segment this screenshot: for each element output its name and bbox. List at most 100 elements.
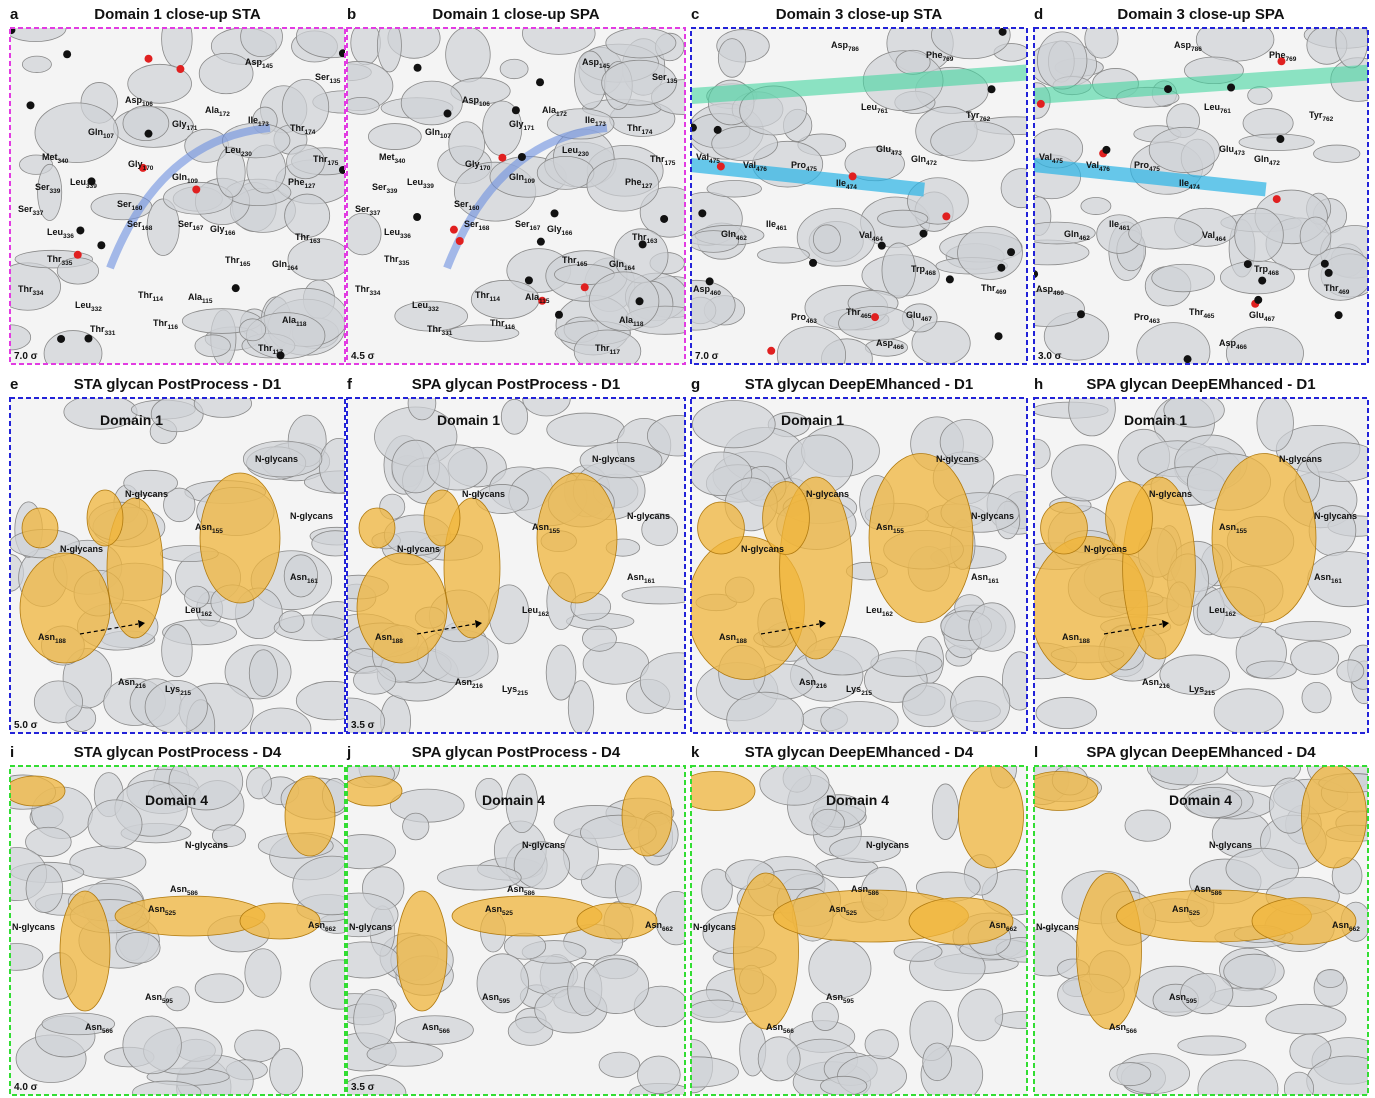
residue-number: 135 — [330, 78, 341, 85]
residue-name: Asp — [876, 338, 894, 348]
density-blob — [881, 242, 916, 299]
density-blob — [309, 959, 345, 1010]
density-blob — [448, 121, 486, 167]
residue-number: 216 — [1159, 683, 1170, 690]
density-blob — [144, 679, 208, 733]
panel-border — [346, 397, 686, 734]
residue-name: Thr — [427, 324, 442, 334]
atom — [635, 297, 644, 306]
residue-label: Gly170 — [465, 159, 491, 172]
residue-number: 474 — [846, 184, 857, 191]
residue-name: Ser — [117, 199, 132, 209]
residue-name: Thr — [138, 290, 153, 300]
residue-number: 461 — [1119, 225, 1130, 232]
residue-name: Asn — [971, 572, 988, 582]
density-blob — [811, 808, 845, 838]
residue-number: 106 — [142, 101, 153, 108]
residue-name: Leu — [47, 227, 63, 237]
density-blob — [545, 644, 577, 701]
residue-number: 337 — [33, 210, 44, 217]
density-blob — [1034, 221, 1096, 245]
density-blob — [127, 63, 192, 104]
residue-name: Gly — [547, 224, 562, 234]
arrow — [1103, 623, 1163, 635]
glycan-density — [358, 507, 396, 549]
density-blob — [122, 1015, 182, 1075]
residue-number: 463 — [1149, 318, 1160, 325]
atom — [997, 263, 1006, 272]
density-map — [691, 398, 1027, 733]
residue-number: 173 — [595, 121, 606, 128]
density-blob — [691, 999, 748, 1023]
atom — [1243, 260, 1252, 269]
arrow — [79, 623, 139, 635]
residue-number: 216 — [816, 683, 827, 690]
residue-number: 115 — [539, 298, 550, 305]
residue-number: 107 — [103, 133, 114, 140]
residue-label: Trp468 — [1254, 264, 1279, 277]
residue-name: Domain 4 — [826, 792, 889, 808]
glycan-density — [1301, 766, 1367, 869]
residue-label: Gln109 — [509, 172, 535, 185]
atom — [498, 153, 507, 162]
glycan-density — [621, 775, 673, 857]
residue-label: N-glycans — [522, 840, 565, 850]
residue-number: 475 — [1052, 158, 1063, 165]
density-blob — [25, 864, 64, 913]
density-blob — [1265, 1003, 1347, 1035]
panel: k STA glycan DeepEMhanced - D4 Domain 4 N-g… — [690, 744, 1028, 1096]
residue-name: Asp — [462, 95, 480, 105]
density-blob — [1036, 31, 1088, 90]
panel-title: SPA glycan DeepEMhanced - D1 — [1086, 376, 1315, 393]
residue-number: 475 — [1149, 166, 1160, 173]
residue-name: Asn — [1062, 632, 1079, 642]
atom — [338, 165, 345, 174]
residue-name: Ser — [315, 72, 330, 82]
residue-name: Asn — [1219, 522, 1236, 532]
residue-label: Leu339 — [70, 177, 97, 190]
sigma-label: 3.5 σ — [351, 720, 375, 731]
residue-label: Asn566 — [1109, 1022, 1137, 1035]
residue-label: Asn161 — [627, 572, 655, 585]
density-blob — [621, 586, 685, 605]
residue-name: N-glycans — [592, 454, 635, 464]
residue-label: Asp145 — [582, 57, 610, 70]
atom — [994, 332, 1003, 341]
panel-title: Domain 1 close-up SPA — [432, 6, 599, 23]
density-blob — [605, 28, 677, 59]
residue-label: Asn216 — [799, 677, 827, 690]
residue-label: Lys215 — [165, 684, 191, 697]
atom — [413, 63, 422, 72]
residue-number: 586 — [187, 890, 198, 897]
residue-label: Asn662 — [989, 920, 1017, 933]
residue-label: Met340 — [379, 152, 406, 165]
density-blob — [1299, 216, 1332, 256]
residue-number: 175 — [665, 160, 676, 167]
residue-label: Pro463 — [791, 312, 817, 325]
atom — [63, 50, 72, 59]
residue-name: N-glycans — [1314, 511, 1357, 521]
residue-label: Glu467 — [906, 310, 932, 323]
residue-number: 155 — [893, 528, 904, 535]
density-blob — [500, 398, 529, 435]
residue-label: Asn662 — [1332, 920, 1360, 933]
density-blob — [122, 105, 170, 142]
residue-number: 595 — [843, 998, 854, 1005]
residue-name: Asp — [1036, 284, 1054, 294]
density-blob — [1223, 953, 1285, 990]
panel-border — [1033, 765, 1369, 1096]
density-blob — [240, 28, 283, 58]
residue-name: Ile — [585, 115, 595, 125]
residue-name: Leu — [562, 145, 578, 155]
residue-label: N-glycans — [806, 489, 849, 499]
density-blob — [1316, 969, 1344, 988]
residue-label: Leu162 — [522, 605, 549, 618]
residue-name: Ala — [205, 105, 220, 115]
residue-label: Val475 — [1039, 152, 1063, 165]
residue-number: 461 — [776, 225, 787, 232]
atom — [97, 241, 106, 250]
residue-name: Tyr — [1309, 110, 1323, 120]
atom — [716, 162, 725, 171]
residue-label: Ile173 — [248, 115, 269, 128]
